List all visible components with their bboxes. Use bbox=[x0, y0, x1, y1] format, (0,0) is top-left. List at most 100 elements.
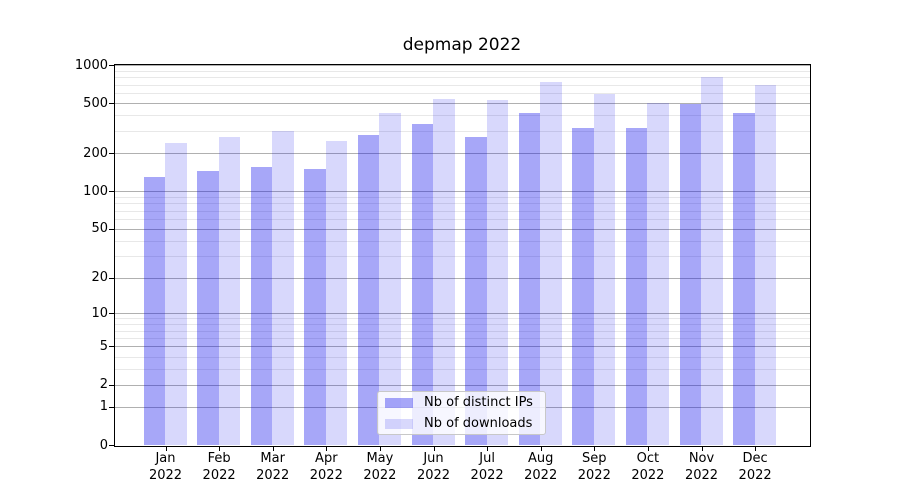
minor-gridline bbox=[115, 77, 810, 79]
x-tick bbox=[755, 447, 757, 451]
bar-distinct-ips-jan bbox=[143, 176, 165, 445]
minor-gridline bbox=[115, 240, 810, 242]
x-tick bbox=[594, 447, 596, 451]
minor-gridline bbox=[115, 210, 810, 212]
minor-gridline bbox=[115, 70, 810, 72]
bar-distinct-ips-may bbox=[357, 134, 380, 445]
x-axis-tick-label: Apr 2022 bbox=[309, 451, 343, 483]
y-axis-tick-label: 50 bbox=[91, 221, 108, 237]
y-axis-tick-label: 0 bbox=[99, 437, 108, 453]
bar-downloads-dec bbox=[754, 84, 777, 445]
bar-downloads-oct bbox=[647, 103, 669, 445]
major-gridline bbox=[115, 346, 810, 348]
legend-swatch-downloads bbox=[385, 418, 413, 429]
y-axis-tick-label: 1 bbox=[99, 399, 108, 415]
y-axis-tick-label: 1000 bbox=[74, 57, 108, 73]
x-axis-tick-label: Dec 2022 bbox=[738, 451, 772, 483]
x-axis-tick-label: Sep 2022 bbox=[577, 451, 611, 483]
y-axis-tick-label: 100 bbox=[83, 183, 108, 199]
chart-title: depmap 2022 bbox=[402, 35, 522, 55]
y-tick bbox=[109, 277, 114, 279]
x-axis-tick-label: Feb 2022 bbox=[202, 451, 236, 483]
bar-distinct-ips-jun bbox=[411, 124, 433, 445]
y-tick bbox=[109, 153, 114, 155]
x-axis-tick-label: Jan 2022 bbox=[148, 451, 183, 483]
y-tick bbox=[109, 103, 114, 105]
minor-gridline bbox=[115, 338, 810, 339]
x-tick bbox=[433, 447, 435, 451]
minor-gridline bbox=[115, 330, 810, 332]
y-tick bbox=[109, 406, 114, 408]
legend-label-downloads: Nb of downloads bbox=[424, 415, 533, 431]
x-tick bbox=[272, 447, 274, 451]
x-tick bbox=[219, 447, 221, 451]
x-tick bbox=[487, 447, 489, 451]
bar-downloads-apr bbox=[325, 141, 348, 445]
y-tick bbox=[109, 191, 114, 193]
major-gridline bbox=[115, 313, 810, 315]
legend: Nb of distinct IPs Nb of downloads bbox=[377, 391, 546, 435]
x-tick bbox=[326, 447, 328, 451]
legend-entry-distinct-ips: Nb of distinct IPs bbox=[385, 395, 545, 411]
bar-downloads-jan bbox=[165, 143, 187, 445]
bar-downloads-mar bbox=[272, 131, 294, 445]
bar-distinct-ips-dec bbox=[733, 112, 755, 445]
bar-downloads-sep bbox=[593, 94, 616, 445]
y-tick bbox=[109, 313, 114, 315]
bar-downloads-jun bbox=[433, 98, 455, 445]
bar-distinct-ips-oct bbox=[625, 127, 648, 445]
minor-gridline bbox=[115, 203, 810, 205]
y-axis-tick-label: 5 bbox=[99, 338, 108, 354]
bar-distinct-ips-mar bbox=[250, 167, 273, 445]
y-tick bbox=[109, 346, 114, 348]
minor-gridline bbox=[115, 115, 810, 117]
bar-distinct-ips-sep bbox=[572, 127, 594, 445]
x-axis-tick-label: Aug 2022 bbox=[524, 451, 558, 483]
minor-gridline bbox=[115, 324, 810, 326]
bar-distinct-ips-aug bbox=[518, 112, 541, 445]
minor-gridline bbox=[115, 356, 810, 358]
major-gridline bbox=[115, 191, 810, 193]
bar-downloads-nov bbox=[701, 77, 723, 445]
minor-gridline bbox=[115, 368, 810, 370]
x-axis-tick-label: Oct 2022 bbox=[631, 451, 665, 483]
x-tick bbox=[165, 447, 167, 451]
y-axis-tick-label: 10 bbox=[91, 305, 108, 321]
bar-distinct-ips-feb bbox=[197, 170, 219, 445]
legend-swatch-distinct-ips bbox=[385, 397, 413, 408]
y-tick bbox=[109, 228, 114, 230]
y-axis-tick-label: 20 bbox=[91, 270, 108, 285]
minor-gridline bbox=[115, 318, 810, 320]
major-gridline bbox=[115, 277, 810, 279]
y-tick bbox=[109, 384, 114, 386]
y-tick bbox=[109, 65, 114, 66]
bar-distinct-ips-jul bbox=[465, 136, 487, 445]
major-gridline bbox=[115, 228, 810, 230]
plot-area: Nb of distinct IPs Nb of downloads bbox=[114, 64, 811, 447]
x-tick bbox=[647, 447, 649, 451]
legend-entry-downloads: Nb of downloads bbox=[385, 416, 545, 432]
bar-downloads-aug bbox=[540, 82, 562, 445]
minor-gridline bbox=[115, 84, 810, 86]
minor-gridline bbox=[115, 218, 810, 220]
minor-gridline bbox=[115, 93, 810, 95]
minor-gridline bbox=[115, 196, 810, 198]
minor-gridline bbox=[115, 131, 810, 133]
major-gridline bbox=[115, 153, 810, 155]
x-tick bbox=[540, 447, 542, 451]
bar-downloads-jul bbox=[486, 99, 509, 445]
bar-distinct-ips-apr bbox=[304, 169, 326, 445]
bar-downloads-feb bbox=[218, 136, 241, 445]
x-tick bbox=[379, 447, 381, 451]
y-axis-tick-label: 200 bbox=[83, 145, 108, 161]
y-axis-tick-label: 2 bbox=[99, 377, 108, 393]
legend-label-distinct-ips: Nb of distinct IPs bbox=[424, 394, 533, 410]
major-gridline bbox=[115, 103, 810, 105]
x-axis-tick-label: Jun 2022 bbox=[416, 451, 451, 483]
major-gridline bbox=[115, 384, 810, 386]
y-axis-tick-label: 500 bbox=[83, 95, 108, 111]
bar-distinct-ips-nov bbox=[679, 104, 701, 445]
x-axis-tick-label: Mar 2022 bbox=[256, 451, 290, 483]
x-axis-tick-label: Nov 2022 bbox=[684, 451, 719, 483]
